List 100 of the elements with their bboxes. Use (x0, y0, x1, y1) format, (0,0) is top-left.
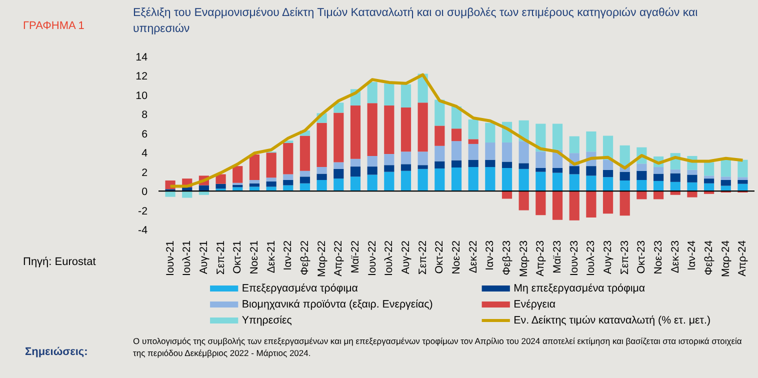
bar (434, 146, 445, 162)
bar (434, 100, 445, 126)
x-tick-label: Μαρ-24 (720, 240, 732, 277)
bar (451, 141, 462, 160)
bar (468, 139, 478, 144)
bar (249, 154, 260, 180)
x-tick-label: Αυγ-22 (400, 240, 412, 274)
x-tick-label: Μαϊ-22 (349, 240, 362, 274)
x-tick-label: Απρ-22 (332, 240, 345, 276)
bar (602, 191, 614, 214)
bar (620, 172, 630, 180)
bar (384, 165, 394, 172)
bar (418, 152, 428, 166)
x-tick-label: Νοε-23 (652, 240, 665, 274)
bar (266, 181, 276, 187)
bar (586, 166, 596, 176)
bar (316, 122, 327, 168)
bar (266, 152, 276, 178)
bar (350, 176, 361, 192)
bar (232, 166, 243, 183)
bar (451, 160, 462, 168)
bar (283, 174, 294, 180)
legend-label: Βιομηχανικά προϊόντα (εξαιρ. Ενεργείας) (242, 298, 433, 310)
bar (316, 180, 327, 192)
x-tick-label: Σεπ-23 (618, 240, 631, 275)
bar (451, 106, 462, 129)
y-tick-label: 0 (142, 186, 148, 198)
bar (434, 168, 445, 192)
x-tick-label: Απρ-24 (736, 240, 749, 276)
y-tick-label: 12 (136, 70, 148, 83)
bar (485, 160, 496, 168)
bar (552, 168, 563, 173)
x-tick-label: Φεβ-24 (703, 240, 716, 276)
x-tick-label: Ιαν-24 (686, 240, 698, 270)
x-tick-label: Απρ-23 (534, 240, 547, 276)
x-tick-label: Σεπ-21 (214, 240, 227, 275)
bar (400, 170, 412, 192)
bar (518, 163, 529, 169)
x-tick-label: Μαρ-23 (518, 240, 530, 277)
text: Σημειώσεις: (25, 345, 88, 360)
bar (434, 126, 445, 146)
bar (518, 168, 529, 192)
bar (704, 178, 714, 184)
bar (569, 166, 580, 174)
y-tick-label: 14 (136, 52, 148, 64)
text: Ο υπολογισμός της συμβολής των επεξεργασμένων και μη επεξεργασμένων τροφίμων τον Απρίλιο του 2024 αποτελεί εκτίμηση και βασίζεται στα ιστορικά στοιχεία της περιόδου Δεκέμβριος 2022 - Μάρτιος 2024. (133, 335, 743, 360)
x-tick-label: Ιουλ-21 (181, 240, 194, 276)
x-tick-label: Σεπ-22 (416, 240, 429, 275)
x-tick-label: Ιαν-22 (282, 240, 294, 270)
bar (300, 136, 310, 171)
bar (536, 168, 546, 172)
bar (687, 170, 698, 175)
x-tick-label: Φεβ-23 (501, 240, 514, 276)
bar (350, 158, 361, 167)
legend-label: Μη επεξεργασμένα τρόφιμα (514, 282, 646, 294)
x-tick-label: Αυγ-21 (198, 240, 210, 274)
y-tick-label: 4 (142, 148, 148, 160)
bar (653, 174, 664, 181)
bar (334, 168, 344, 179)
bar (670, 173, 680, 182)
bar (687, 174, 698, 182)
x-tick-label: Ιουλ-23 (585, 240, 598, 276)
bar (620, 145, 630, 166)
bar (300, 176, 310, 184)
bar (468, 160, 478, 168)
bar (738, 180, 748, 184)
x-tick-label: Οκτ-22 (434, 240, 446, 274)
bar (653, 180, 664, 192)
x-tick-label: Ιουλ-22 (383, 240, 396, 276)
bar (418, 168, 428, 192)
bar (670, 169, 680, 174)
bar (670, 182, 680, 192)
bar (384, 172, 394, 192)
y-tick-label: -4 (138, 224, 148, 236)
bar (653, 191, 664, 200)
bar (182, 191, 192, 198)
bar (334, 178, 344, 192)
bar (400, 152, 412, 164)
y-tick-label: 2 (142, 166, 148, 179)
bar (704, 176, 714, 179)
x-tick-label: Φεβ-22 (298, 240, 311, 276)
bar (620, 180, 630, 192)
legend-label: Επεξεργασμένα τρόφιμα (242, 282, 358, 294)
bar (586, 176, 596, 192)
bar (602, 170, 614, 178)
bar (300, 183, 310, 192)
bar (620, 191, 630, 216)
bar (400, 107, 412, 152)
bar (552, 172, 563, 192)
bar (418, 165, 428, 169)
bar (216, 184, 226, 189)
x-tick-label: Δεκ-22 (467, 240, 480, 274)
bar (653, 167, 664, 174)
bar (687, 182, 698, 192)
bar (536, 152, 546, 168)
bar (502, 142, 512, 162)
x-tick-label: Ιουν-23 (568, 240, 580, 276)
bar (434, 161, 445, 168)
bar (283, 180, 294, 186)
bar (367, 103, 378, 156)
